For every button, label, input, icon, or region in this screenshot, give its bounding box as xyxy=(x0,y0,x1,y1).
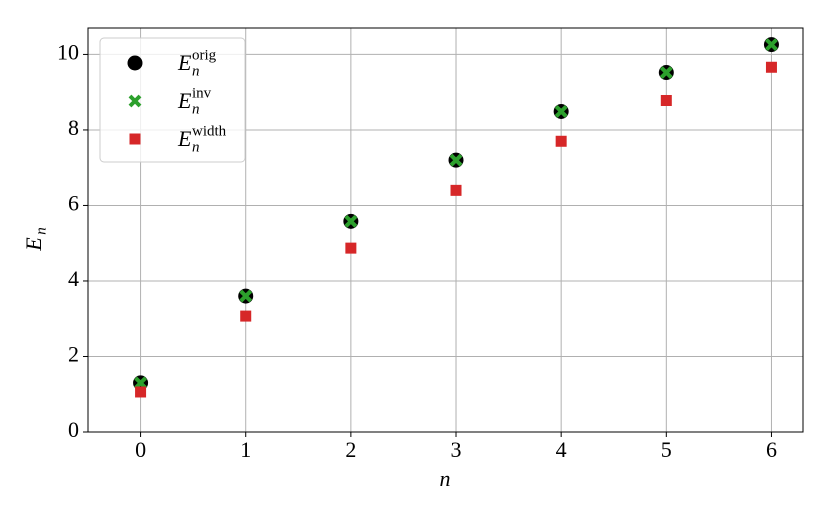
y-tick-label: 10 xyxy=(57,39,79,64)
point xyxy=(345,242,357,254)
x-tick-label: 4 xyxy=(556,437,567,462)
x-tick-label: 6 xyxy=(766,437,777,462)
point xyxy=(659,66,673,79)
x-tick-label: 2 xyxy=(345,437,356,462)
point xyxy=(135,386,147,398)
x-tick-label: 5 xyxy=(661,437,672,462)
point xyxy=(240,310,252,322)
legend-marker xyxy=(129,133,141,145)
x-tick-label: 1 xyxy=(240,437,251,462)
point xyxy=(554,105,568,118)
point xyxy=(450,184,462,196)
y-axis-label-sub: n xyxy=(33,227,49,235)
legend-label-sub: n xyxy=(192,139,200,155)
legend-marker xyxy=(127,55,143,71)
point xyxy=(660,94,672,106)
legend-label-sub: n xyxy=(192,63,200,79)
legend-marker xyxy=(128,94,142,108)
point xyxy=(449,153,463,167)
point xyxy=(555,135,567,147)
legend-label-sub: n xyxy=(192,101,200,117)
y-tick-label: 6 xyxy=(68,191,79,216)
x-tick-label: 3 xyxy=(451,437,462,462)
legend-label: E xyxy=(177,88,192,113)
y-axis-label-group: E n xyxy=(21,227,49,251)
y-tick-label: 2 xyxy=(68,342,79,367)
legend-label: E xyxy=(177,126,192,151)
y-tick-label: 0 xyxy=(68,417,79,442)
point xyxy=(344,214,358,228)
y-tick-label: 4 xyxy=(68,266,79,291)
point xyxy=(134,376,147,390)
legend-label-sup: width xyxy=(192,123,227,139)
point xyxy=(765,38,778,52)
legend-label: E xyxy=(177,50,192,75)
x-tick-label: 0 xyxy=(135,437,146,462)
legend-label-sup: orig xyxy=(192,47,217,63)
point xyxy=(239,289,253,303)
point xyxy=(765,61,777,73)
legend-box xyxy=(99,37,246,163)
plot-frame xyxy=(87,27,804,433)
legend-label-sup: inv xyxy=(192,85,212,101)
y-axis-label: E xyxy=(21,237,46,252)
x-axis-label: n xyxy=(440,466,451,491)
y-tick-label: 8 xyxy=(68,115,79,140)
